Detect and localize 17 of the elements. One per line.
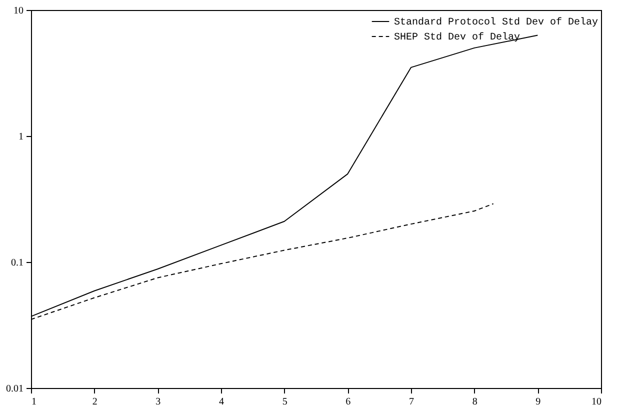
x-tick-label: 1 (32, 396, 36, 408)
y-tick-label: 0.01 (6, 384, 24, 394)
x-tick-label: 7 (409, 396, 414, 408)
y-tick-label: 0.1 (11, 258, 24, 268)
legend-label: Standard Protocol Std Dev of Delay (394, 16, 598, 28)
x-tick-label: 6 (346, 396, 351, 408)
x-tick-label: 10 (592, 396, 602, 408)
y-tick-label: 1 (18, 132, 24, 142)
y-tick-label: 10 (14, 6, 24, 16)
x-tick-label: 4 (219, 396, 224, 408)
line-series (30, 203, 494, 320)
x-tick-label: 9 (536, 396, 541, 408)
x-tick-label: 8 (472, 396, 478, 408)
x-tick-label: 5 (282, 396, 288, 408)
x-tick-label: 3 (156, 396, 161, 408)
x-tick-label: 2 (92, 396, 98, 408)
legend-label: SHEP Std Dev of Delay (394, 32, 520, 44)
